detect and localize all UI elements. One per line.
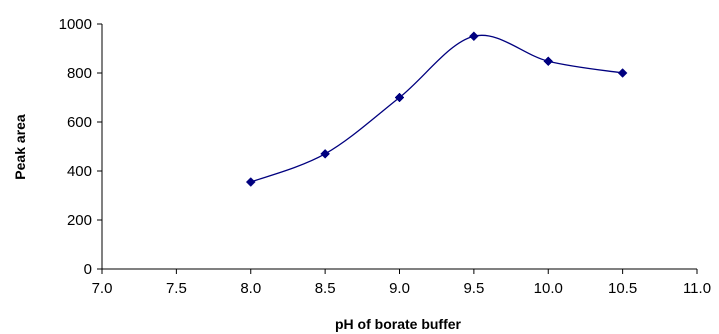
data-point xyxy=(320,148,330,159)
x-axis-title: pH of borate buffer xyxy=(335,316,462,332)
x-tick-label: 9.0 xyxy=(389,280,410,297)
x-tick-label: 10.0 xyxy=(534,280,563,297)
data-point xyxy=(617,68,628,78)
series-group xyxy=(245,31,628,187)
x-axis-ticks: 7.0 7.5 8.0 8.5 9.0 9.5 10.0 10.5 11.0 xyxy=(92,269,711,297)
y-axis-title: Peak area xyxy=(12,114,28,180)
y-axis-ticks: 0 200 400 600 800 1000 xyxy=(59,16,102,278)
x-tick-label: 7.0 xyxy=(92,280,113,297)
axes xyxy=(101,24,697,270)
series-line xyxy=(250,34,623,183)
x-tick-label: 9.5 xyxy=(463,280,484,297)
x-tick-label: 7.5 xyxy=(166,280,187,297)
y-tick-label: 400 xyxy=(67,163,92,180)
y-tick-label: 600 xyxy=(67,114,92,131)
y-tick-label: 0 xyxy=(84,261,92,278)
x-tick-label: 10.5 xyxy=(608,280,637,297)
x-tick-label: 11.0 xyxy=(683,280,711,297)
y-tick-label: 800 xyxy=(67,65,92,82)
y-tick-label: 200 xyxy=(67,212,92,229)
x-tick-label: 8.5 xyxy=(315,280,336,297)
x-tick-label: 8.0 xyxy=(240,280,261,297)
y-tick-label: 1000 xyxy=(59,16,92,33)
data-point xyxy=(543,56,554,67)
data-point xyxy=(394,92,405,103)
data-point xyxy=(245,177,256,187)
data-point xyxy=(469,31,479,42)
